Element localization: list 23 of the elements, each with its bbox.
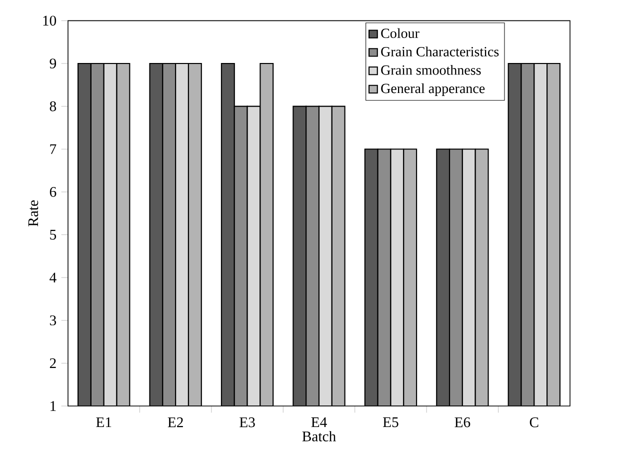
legend-label: Colour <box>381 28 420 38</box>
y-tick-label: 9 <box>50 58 56 68</box>
legend-label: Grain Characteristics <box>381 46 499 56</box>
y-tick-label: 4 <box>50 272 56 282</box>
y-tick-label: 5 <box>50 230 56 240</box>
y-tick-label: 10 <box>43 16 56 26</box>
x-tick-label: E5 <box>382 417 398 428</box>
x-tick-label: E4 <box>311 417 327 428</box>
x-axis-title: Batch <box>302 431 336 442</box>
y-tick-label: 7 <box>50 144 56 154</box>
x-tick-label: E6 <box>454 417 470 428</box>
y-tick-label: 1 <box>50 401 56 411</box>
x-tick-label: E3 <box>240 417 255 428</box>
x-tick-label: E1 <box>96 417 112 428</box>
y-tick-label: 8 <box>50 101 56 112</box>
y-axis-title: Rate <box>28 200 38 226</box>
y-tick-label: 2 <box>50 358 56 368</box>
legend-label: General apperance <box>381 83 485 96</box>
x-tick-label: C <box>530 417 538 428</box>
y-tick-label: 3 <box>50 315 56 326</box>
y-tick-label: 6 <box>50 187 56 197</box>
legend-label: Grain smoothness <box>381 64 481 75</box>
x-tick-label: E2 <box>168 417 183 428</box>
